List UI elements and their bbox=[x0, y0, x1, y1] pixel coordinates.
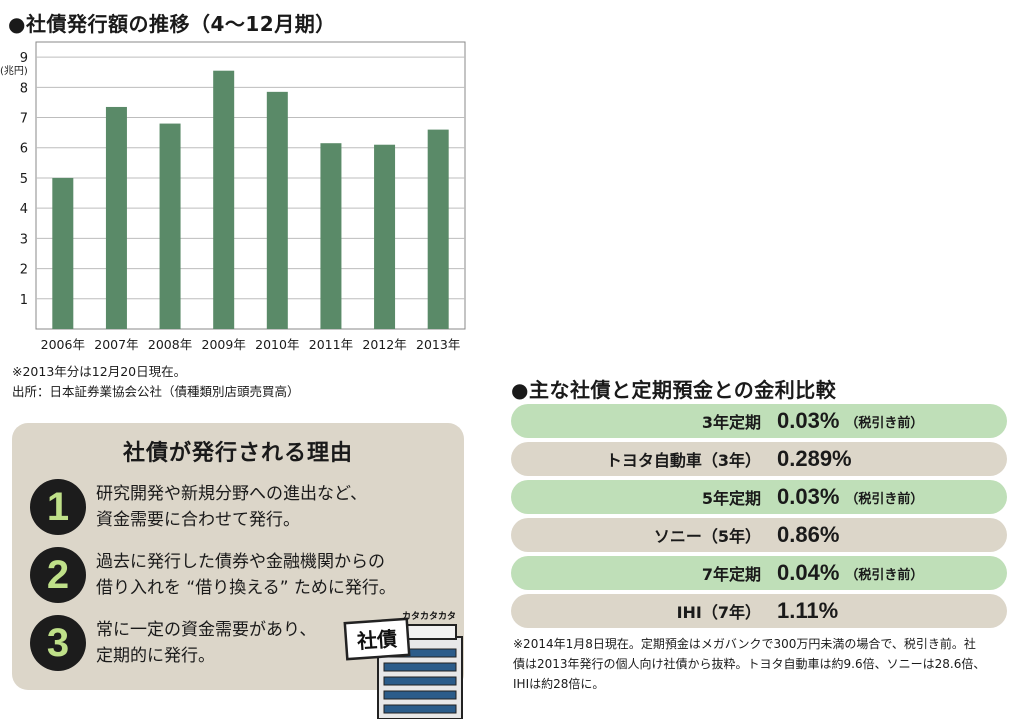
x-axis-ticks: 2006年 2007年 2008年 2009年 2010年 2011年 2012年 2013年 bbox=[41, 337, 461, 352]
bar-chart: 1 2 3 4 5 6 7 8 9 2006年 2007年 2008年 2009年 2010年 2011年… bbox=[0, 41, 466, 352]
rates-list: 3年定期 0.03% （税引き前） トヨタ自動車（3年） 0.289% 5年定期… bbox=[511, 404, 1007, 632]
bar bbox=[320, 143, 342, 329]
reason-text-2-line-1: 過去に発行した債券や金融機関からの bbox=[96, 552, 385, 572]
rate-row-3: 5年定期 0.03% （税引き前） bbox=[511, 480, 1007, 514]
reason-item-3: 3 常に一定の資金需要があり、 定期的に発行。 bbox=[30, 615, 460, 677]
chart-grid bbox=[35, 41, 466, 330]
bond-sign-icon: 社債 bbox=[343, 617, 411, 661]
chart-note: ※2013年分は12月20日現在。 bbox=[12, 364, 187, 379]
reason-text-3-line-1: 常に一定の資金需要があり、 bbox=[96, 620, 317, 640]
rate-value: 0.03% bbox=[777, 484, 840, 509]
reason-text-3-line-2: 定期的に発行。 bbox=[96, 646, 215, 666]
y-tick-label: 1 bbox=[20, 293, 28, 308]
plot-frame bbox=[35, 41, 466, 330]
y-tick-label: 9 bbox=[20, 51, 28, 66]
reason-text-1-line-1: 研究開発や新規分野への進出など、 bbox=[96, 484, 368, 504]
y-tick-label: 5 bbox=[20, 172, 28, 187]
bond-printing-machine-illustration: 社債 カタカタカタ bbox=[343, 610, 463, 719]
y-tick-label: 6 bbox=[20, 142, 28, 157]
x-tick-label: 2013年 bbox=[416, 337, 460, 352]
bar bbox=[374, 144, 396, 329]
rate-value: 1.11% bbox=[777, 598, 839, 623]
rate-label: 3年定期 bbox=[701, 413, 761, 432]
rate-note: （税引き前） bbox=[845, 567, 924, 583]
y-axis-ticks: 1 2 3 4 5 6 7 8 9 bbox=[20, 51, 28, 308]
bond-sign-label: 社債 bbox=[355, 627, 398, 654]
rates-footnote: ※2014年1月8日現在。定期預金はメガバンクで300万円未満の場合で、税引き前… bbox=[513, 634, 1013, 694]
rate-row-5: 7年定期 0.04% （税引き前） bbox=[511, 556, 1007, 590]
bar bbox=[427, 129, 449, 329]
rate-value: 0.86% bbox=[777, 522, 840, 547]
bar bbox=[52, 177, 74, 329]
rates-title: ●主な社債と定期預金との金利比較 bbox=[511, 378, 837, 402]
reason-number-1: 1 bbox=[30, 479, 86, 535]
rate-label: トヨタ自動車（3年） bbox=[605, 451, 761, 470]
rate-note: （税引き前） bbox=[845, 491, 924, 507]
rate-label: 7年定期 bbox=[701, 565, 761, 584]
reason-number-2: 2 bbox=[30, 547, 86, 603]
x-tick-label: 2007年 bbox=[94, 337, 138, 352]
y-tick-label: 2 bbox=[20, 263, 28, 278]
rates-footnote-line-1: ※2014年1月8日現在。定期預金はメガバンクで300万円未満の場合で、税引き前… bbox=[513, 637, 976, 651]
rates-footnote-line-3: IHIは約28倍に。 bbox=[513, 677, 605, 691]
rate-note: （税引き前） bbox=[845, 415, 924, 431]
rate-label: 5年定期 bbox=[701, 489, 761, 508]
rate-row-2: トヨタ自動車（3年） 0.289% bbox=[511, 442, 1007, 476]
rate-row-1: 3年定期 0.03% （税引き前） bbox=[511, 404, 1007, 438]
reason-item-2: 2 過去に発行した債券や金融機関からの 借り入れを “借り換える” ために発行。 bbox=[30, 547, 460, 609]
y-tick-label: 3 bbox=[20, 232, 28, 247]
chart-source: 出所：日本証券業協会公社（債種類別店頭売買高） bbox=[12, 384, 300, 399]
rate-row-4: ソニー（5年） 0.86% bbox=[511, 518, 1007, 552]
x-tick-label: 2011年 bbox=[309, 337, 353, 352]
rate-value: 0.03% bbox=[777, 408, 840, 433]
rate-label: ソニー（5年） bbox=[653, 527, 761, 546]
reason-text-1-line-2: 資金需要に合わせて発行。 bbox=[96, 510, 300, 530]
reason-text-2: 過去に発行した債券や金融機関からの 借り入れを “借り換える” ために発行。 bbox=[96, 549, 396, 601]
x-tick-label: 2009年 bbox=[202, 337, 246, 352]
rates-footnote-line-2: 債は2013年発行の個人向け社債から抜粋。トヨタ自動車は約9.6倍、ソニーは28… bbox=[513, 657, 986, 671]
rate-row-6: IHI（7年） 1.11% bbox=[511, 594, 1007, 628]
rate-value: 0.289% bbox=[777, 446, 852, 471]
chart-bars bbox=[52, 70, 449, 329]
reason-text-2-line-2: 借り入れを “借り換える” ために発行。 bbox=[96, 578, 396, 598]
rate-label: IHI（7年） bbox=[676, 603, 761, 622]
reason-number-3: 3 bbox=[30, 615, 86, 671]
chart-title: ●社債発行額の推移（4～12月期） bbox=[8, 12, 336, 36]
bar bbox=[159, 123, 181, 329]
reasons-title: 社債が発行される理由 bbox=[122, 441, 353, 466]
y-tick-label: 8 bbox=[20, 81, 28, 96]
x-tick-label: 2006年 bbox=[41, 337, 85, 352]
y-axis-unit: (兆円) bbox=[0, 65, 28, 77]
bar bbox=[213, 70, 235, 329]
reason-text-3: 常に一定の資金需要があり、 定期的に発行。 bbox=[96, 617, 316, 669]
x-tick-label: 2008年 bbox=[148, 337, 192, 352]
reason-text-1: 研究開発や新規分野への進出など、 資金需要に合わせて発行。 bbox=[96, 481, 367, 533]
y-tick-label: 4 bbox=[20, 202, 28, 217]
bar bbox=[266, 91, 288, 329]
y-tick-label: 7 bbox=[20, 112, 28, 127]
x-tick-label: 2010年 bbox=[255, 337, 299, 352]
bar bbox=[105, 106, 127, 329]
rate-value: 0.04% bbox=[777, 560, 840, 585]
x-tick-label: 2012年 bbox=[362, 337, 406, 352]
reason-item-1: 1 研究開発や新規分野への進出など、 資金需要に合わせて発行。 bbox=[30, 479, 460, 541]
machine-sound-text: カタカタカタ bbox=[402, 610, 456, 622]
